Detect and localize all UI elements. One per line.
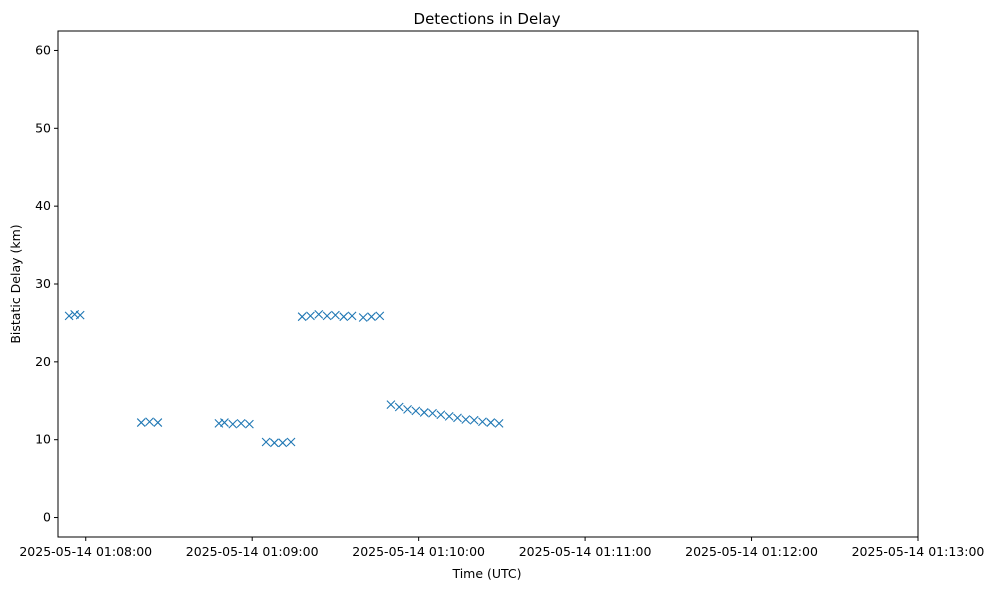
x-tick-label: 2025-05-14 01:10:00 — [352, 544, 485, 559]
data-point — [339, 312, 349, 322]
data-point — [314, 309, 324, 319]
data-point — [403, 404, 412, 414]
data-point — [261, 437, 271, 447]
data-point — [444, 411, 454, 421]
data-point — [245, 419, 254, 429]
data-point — [286, 437, 296, 447]
data-points — [64, 309, 504, 448]
data-point — [297, 312, 307, 322]
x-axis-label: Time (UTC) — [451, 566, 521, 581]
data-point — [236, 418, 246, 428]
y-tick-label: 0 — [43, 510, 51, 525]
y-tick-label: 60 — [35, 42, 51, 57]
data-point — [358, 313, 368, 322]
data-point — [269, 438, 279, 448]
y-tick-label: 50 — [35, 120, 51, 135]
x-tick-label: 2025-05-14 01:11:00 — [519, 544, 652, 559]
data-point — [75, 310, 85, 320]
data-point — [306, 311, 315, 321]
plot-frame — [57, 30, 919, 538]
y-tick-label: 20 — [35, 354, 51, 369]
data-point — [153, 418, 163, 427]
chart-title: Detections in Delay — [414, 10, 561, 28]
y-tick-label: 40 — [35, 198, 51, 213]
data-point — [419, 408, 429, 417]
data-point — [278, 438, 288, 448]
data-point — [347, 311, 357, 321]
y-axis-label: Bistatic Delay (km) — [8, 224, 23, 343]
data-point — [228, 419, 238, 429]
data-point — [478, 417, 487, 427]
x-tick-label: 2025-05-14 01:12:00 — [685, 544, 818, 559]
data-point — [331, 310, 340, 320]
x-tick-label: 2025-05-14 01:08:00 — [19, 544, 152, 559]
data-point — [386, 400, 396, 410]
data-point — [367, 312, 376, 322]
data-point — [453, 413, 462, 423]
data-point — [375, 311, 385, 321]
data-point — [136, 418, 146, 427]
x-tick-label: 2025-05-14 01:09:00 — [186, 544, 319, 559]
data-point — [469, 415, 479, 425]
data-point — [394, 402, 404, 412]
data-point — [428, 408, 437, 418]
data-point — [220, 418, 229, 427]
data-point — [322, 311, 332, 321]
y-tick-label: 30 — [35, 276, 51, 291]
data-point — [486, 418, 496, 427]
data-point — [494, 418, 504, 428]
data-point — [411, 406, 421, 416]
data-point — [64, 311, 74, 321]
data-point — [145, 417, 154, 427]
data-point — [436, 410, 446, 420]
data-point — [461, 415, 471, 424]
y-axis: 0 10 20 30 40 50 60 — [35, 42, 58, 525]
x-axis: 2025-05-14 01:08:00 2025-05-14 01:09:00 20… — [19, 537, 984, 559]
y-tick-label: 10 — [35, 432, 51, 447]
x-tick-label: 2025-05-14 01:13:00 — [852, 544, 985, 559]
